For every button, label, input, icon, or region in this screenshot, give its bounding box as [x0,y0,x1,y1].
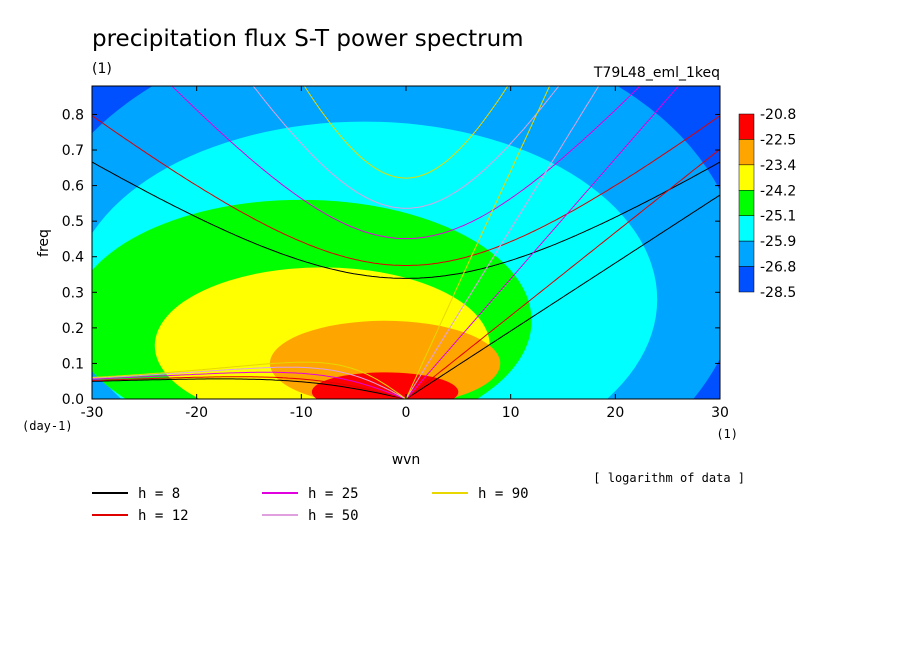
colorbar-label: -24.2 [760,183,796,199]
rossby-curve-h25 [92,371,720,399]
legend-label: h = 90 [478,486,529,502]
chart-title: precipitation flux S-T power spectrum [92,26,524,52]
field-band-level-0 [311,372,459,399]
x-tick-label: 20 [606,405,624,421]
rossby-curve-h12 [92,376,720,399]
kelvin-curve-h25 [92,86,680,399]
colorbar-swatch [738,113,755,140]
y-tick-label: 0.5 [62,214,84,230]
kelvin-curve-h12 [92,148,720,399]
legend: h = 8 h = 12 h = 25 h = 50 h = 90 [92,486,529,524]
x-axis-label: wvn [392,452,421,468]
colorbar-label: -23.4 [760,158,796,174]
y-tick-label: 0.6 [62,179,84,195]
colorbar-label: -25.1 [760,209,796,225]
rossby-curve-h50 [92,366,720,399]
colorbar-swatch [738,215,755,242]
y-tick-label: 0.1 [62,356,84,372]
legend-label: h = 25 [308,486,359,502]
y-axis-label: freq [36,229,52,257]
gravity-curve-h12 [92,115,720,266]
legend-label: h = 50 [308,508,359,524]
rossby-curve-h8 [92,378,720,399]
y-units: (day-1) [22,419,73,433]
x-units: (1) [716,427,738,441]
x-tick-label: 30 [711,405,729,421]
x-tick-label: -20 [185,405,208,421]
gravity-curve-h50 [252,86,560,209]
y-tick-label: 0.3 [62,285,84,301]
colorbar-label: -25.9 [760,234,796,250]
colorbar-swatch [738,266,755,293]
legend-label: h = 12 [138,508,189,524]
y-tick-label: 0.7 [62,143,84,159]
y-tick-label: 0.2 [62,321,84,337]
colorbar-swatch [738,240,755,267]
legend-label: h = 8 [138,486,180,502]
colorbar-label: -22.5 [760,132,796,148]
gravity-curve-h25 [171,86,641,240]
gravity-curve-h8 [92,161,720,279]
y-tick-label: 0.8 [62,107,84,123]
colorbar-label: -26.8 [760,260,796,276]
rossby-curve-h90 [92,361,720,399]
gravity-curve-h90 [303,86,509,179]
x-tick-label: -30 [81,405,104,421]
colorbar: -20.8 -22.5 -23.4 -24.2 -25.1 -25.9 -26.8 -28.5 [738,107,796,301]
kelvin-curve-h8 [92,194,720,399]
colorbar-label: -20.8 [760,107,796,123]
x-axis: -30 -20 -10 0 10 20 30 [81,86,729,421]
x-tick-label: 0 [402,405,411,421]
spectrum-field [92,86,720,399]
x-tick-label: 10 [502,405,520,421]
colorbar-swatch [738,164,755,191]
colorbar-swatch [738,190,755,216]
y-tick-label: 0.0 [62,392,84,408]
plot-area [92,86,720,399]
title-units: (1) [92,61,112,77]
dispersion-curves [92,86,720,399]
run-label: T79L48_eml_1keq [593,65,720,81]
x-tick-label: -10 [290,405,313,421]
colorbar-swatch [738,139,755,166]
log-note: [ logarithm of data ] [593,471,745,485]
y-axis: 0.0 0.1 0.2 0.3 0.4 0.5 0.6 0.7 0.8 [62,107,720,408]
colorbar-label: -28.5 [760,285,796,301]
y-tick-label: 0.4 [62,250,84,266]
